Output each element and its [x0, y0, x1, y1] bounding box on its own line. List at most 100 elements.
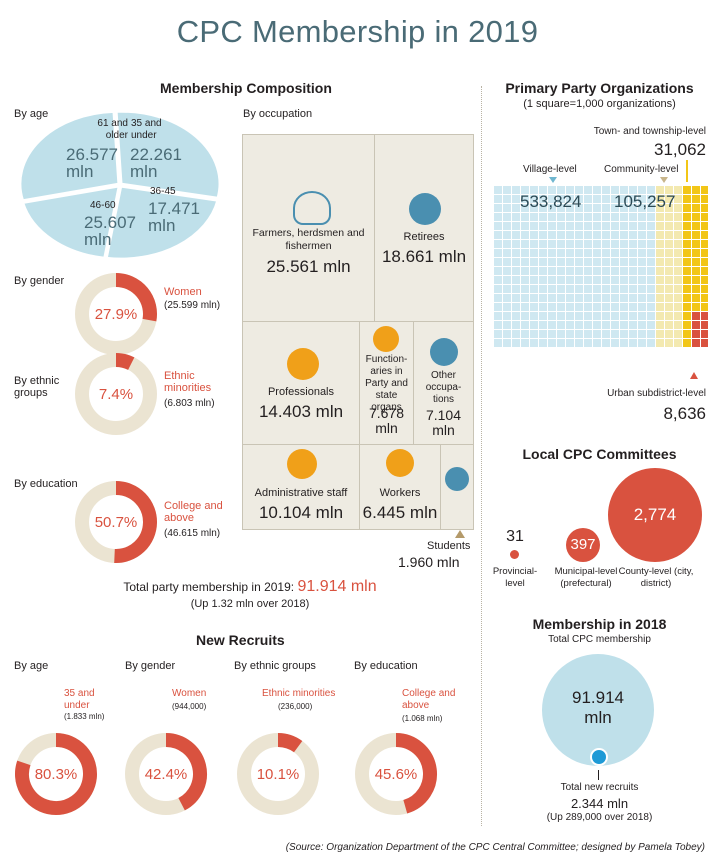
waffle-square	[521, 276, 529, 284]
waffle-square	[692, 339, 700, 347]
waffle-square	[503, 330, 511, 338]
waffle-square	[584, 276, 592, 284]
waffle-square	[494, 267, 502, 275]
waffle-square	[629, 267, 637, 275]
waffle-square	[539, 285, 547, 293]
waffle-square	[593, 276, 601, 284]
waffle-square	[521, 231, 529, 239]
waffle-square	[512, 285, 520, 293]
waffle-square	[602, 213, 610, 221]
waffle-square	[575, 312, 583, 320]
waffle-square	[701, 240, 708, 248]
recruits-gender-pct: 42.4%	[144, 766, 188, 783]
waffle-square	[647, 303, 655, 311]
waffle-square	[611, 249, 619, 257]
waffle-square	[692, 222, 700, 230]
waffle-square	[521, 285, 529, 293]
waffle-square	[611, 303, 619, 311]
waffle-square	[638, 294, 646, 302]
occ-farmers-value: 25.561 mln	[266, 257, 351, 276]
waffle-square	[683, 240, 691, 248]
waffle-square	[647, 330, 655, 338]
waffle-square	[629, 249, 637, 257]
waffle-square	[701, 195, 708, 203]
waffle-square	[512, 339, 520, 347]
primary-urban-label: Urban subdistrict-level	[607, 388, 706, 399]
waffle-square	[539, 258, 547, 266]
column-divider	[481, 86, 482, 826]
waffle-square	[566, 186, 574, 194]
waffle-square	[494, 204, 502, 212]
waffle-square	[548, 276, 556, 284]
waffle-square	[530, 276, 538, 284]
ethnic-pct: 7.4%	[98, 386, 134, 403]
waffle-square	[683, 267, 691, 275]
waffle-square	[494, 195, 502, 203]
waffle-square	[656, 186, 664, 194]
waffle-square	[494, 303, 502, 311]
primary-urban-value: 8,636	[663, 404, 706, 423]
waffle-square	[548, 312, 556, 320]
waffle-square	[692, 321, 700, 329]
waffle-square	[683, 339, 691, 347]
waffle-square	[611, 186, 619, 194]
functionary-icon	[373, 326, 399, 352]
waffle-square	[692, 195, 700, 203]
waffle-square	[692, 285, 700, 293]
recruits-by-education-label: By education	[354, 660, 418, 672]
waffle-square	[512, 267, 520, 275]
waffle-square	[593, 294, 601, 302]
waffle-square	[584, 240, 592, 248]
waffle-square	[665, 267, 673, 275]
waffle-square	[566, 339, 574, 347]
waffle-square	[503, 231, 511, 239]
waffle-square	[494, 294, 502, 302]
occ-other-cell: Other occupa- tions 7.104 mln	[413, 321, 474, 445]
waffle-square	[629, 222, 637, 230]
waffle-square	[620, 204, 628, 212]
waffle-square	[638, 249, 646, 257]
waffle-square	[530, 186, 538, 194]
waffle-square	[665, 312, 673, 320]
waffle-square	[629, 312, 637, 320]
waffle-square	[521, 267, 529, 275]
recruits-by-gender-label: By gender	[125, 660, 176, 672]
donut-segment	[165, 733, 207, 811]
waffle-square	[665, 222, 673, 230]
local-heading: Local CPC Committees	[522, 446, 677, 462]
local-county-dot	[608, 468, 702, 562]
waffle-square	[701, 186, 708, 194]
recruits-age-series-value: (1.833 mln)	[64, 712, 105, 721]
waffle-square	[539, 240, 547, 248]
waffle-square	[557, 330, 565, 338]
waffle-square	[593, 195, 601, 203]
by-education-label: By education	[14, 478, 78, 490]
waffle-square	[629, 213, 637, 221]
waffle-square	[512, 222, 520, 230]
waffle-square	[683, 276, 691, 284]
waffle-square	[683, 249, 691, 257]
waffle-square	[656, 204, 664, 212]
waffle-square	[512, 312, 520, 320]
waffle-square	[620, 231, 628, 239]
waffle-square	[611, 213, 619, 221]
waffle-square	[602, 267, 610, 275]
waffle-square	[701, 321, 708, 329]
waffle-square	[557, 240, 565, 248]
primary-town-label: Town- and township-level	[593, 126, 706, 137]
waffle-square	[584, 213, 592, 221]
waffle-square	[548, 285, 556, 293]
waffle-square	[692, 330, 700, 338]
waffle-square	[584, 249, 592, 257]
total-membership-text: Total party membership in 2019:	[123, 580, 295, 594]
professional-icon	[287, 348, 319, 380]
waffle-square	[539, 294, 547, 302]
waffle-square	[692, 240, 700, 248]
waffle-square	[566, 276, 574, 284]
waffle-square	[602, 312, 610, 320]
waffle-square	[512, 195, 520, 203]
waffle-square	[683, 330, 691, 338]
waffle-square	[584, 339, 592, 347]
primary-community-label: Community-level	[604, 164, 679, 175]
waffle-square	[566, 285, 574, 293]
